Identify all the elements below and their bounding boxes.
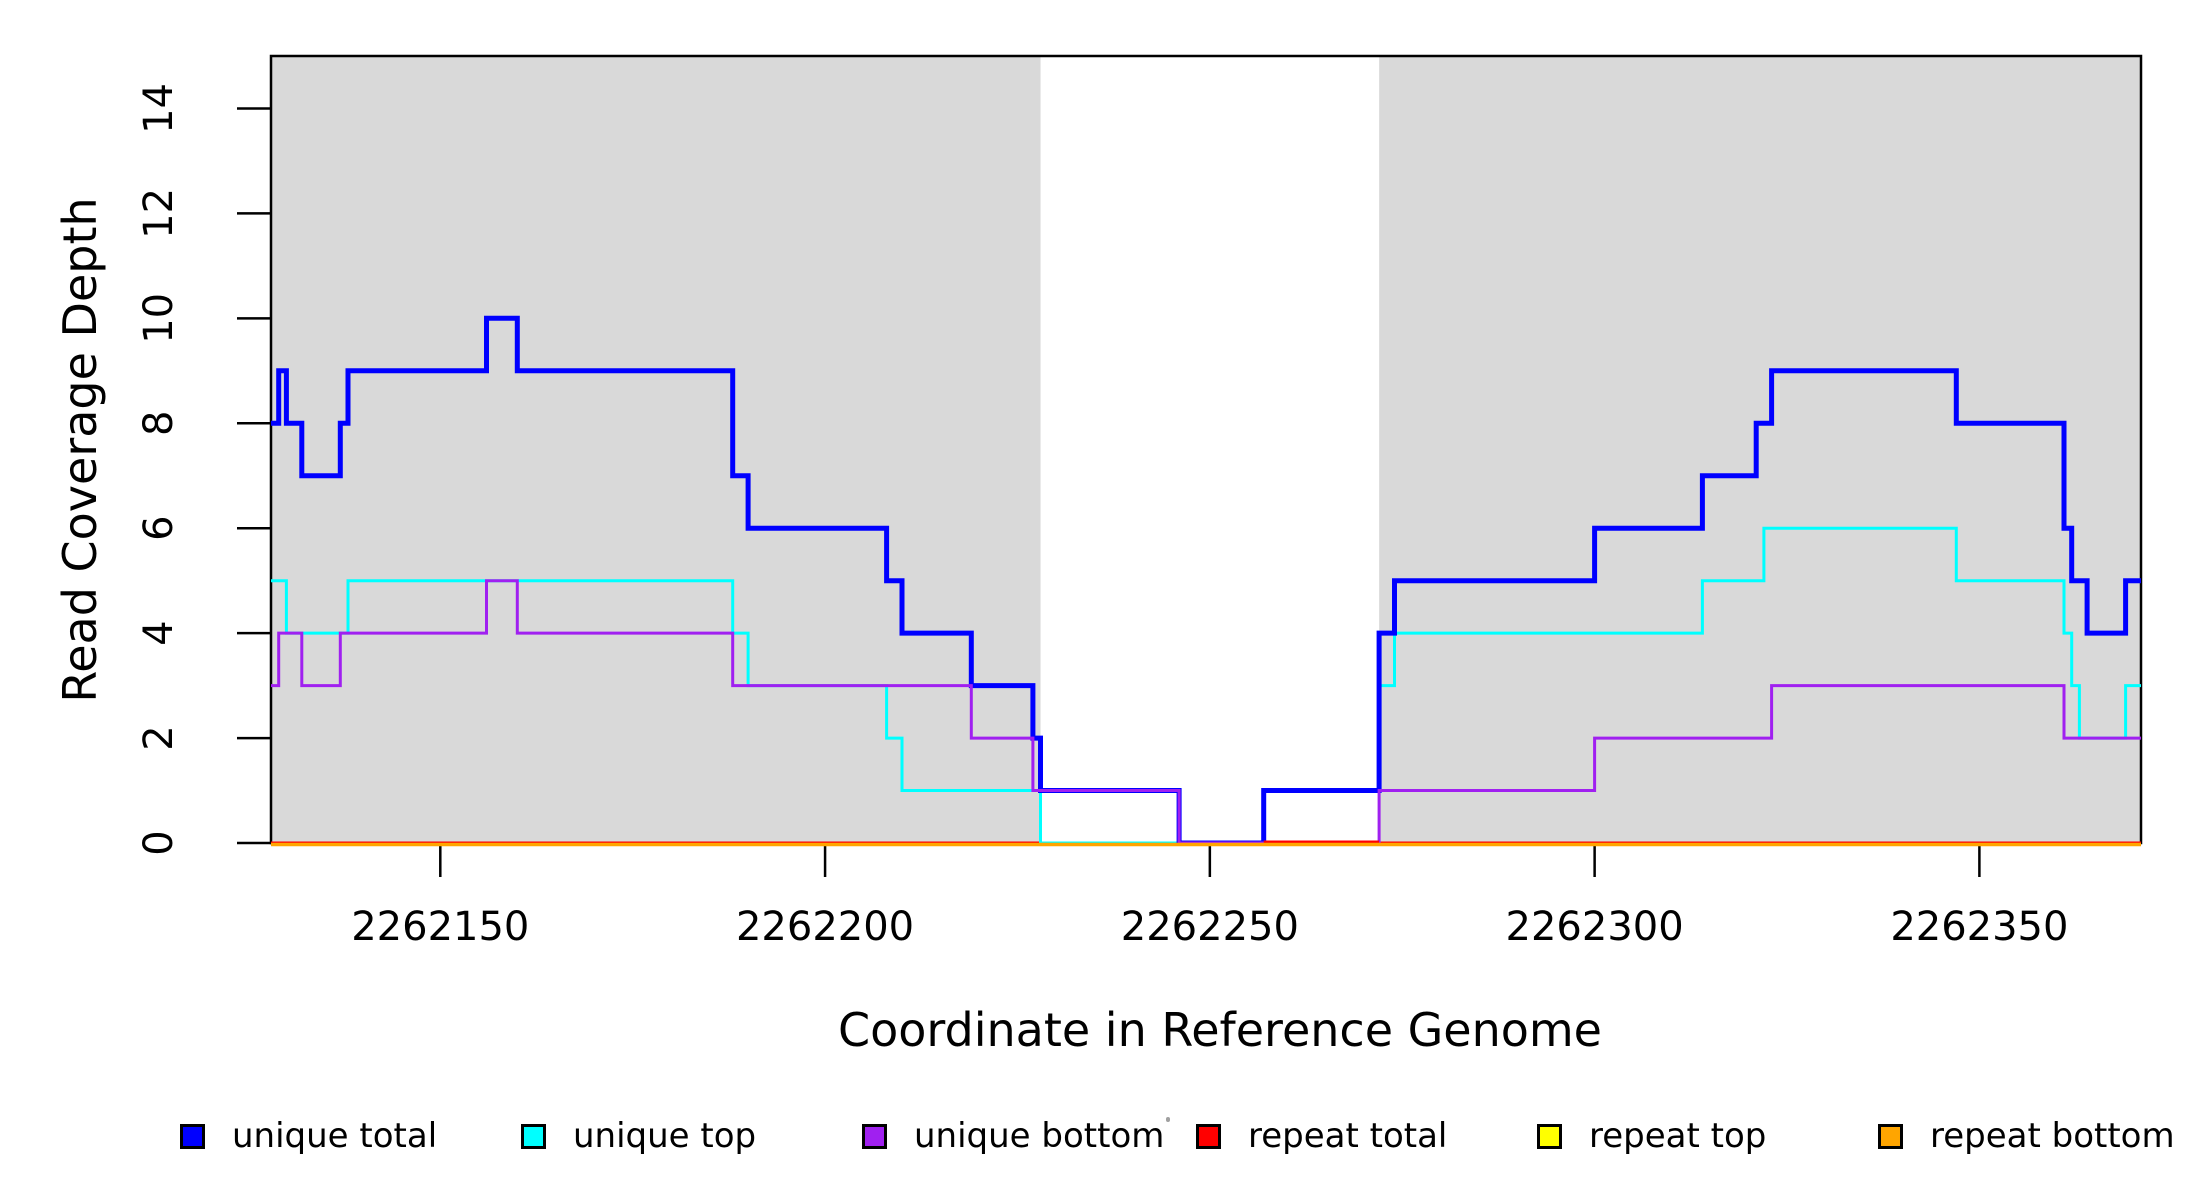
shaded-region [271, 56, 1041, 843]
x-tick-label: 2262250 [1121, 904, 1299, 950]
y-tick-label: 4 [136, 620, 182, 645]
legend-swatch-unique-bottom [862, 1123, 887, 1149]
legend-item-repeat-total: repeat total [1196, 1112, 1447, 1160]
legend-swatch-unique-top [521, 1123, 546, 1149]
legend-label: unique top [573, 1116, 757, 1156]
legend-label: repeat total [1248, 1116, 1448, 1156]
series-unique-bottom-line [271, 579, 2141, 845]
legend-label: repeat top [1589, 1116, 1767, 1156]
legend-item-unique-total: unique total [180, 1112, 437, 1160]
legend-swatch-repeat-total [1196, 1123, 1221, 1149]
y-tick-label: 12 [136, 188, 182, 239]
y-tick-label: 2 [136, 725, 182, 750]
legend-item-repeat-bottom: repeat bottom [1878, 1112, 2175, 1160]
legend-label: unique bottom [914, 1116, 1165, 1156]
y-tick-label: 14 [136, 83, 182, 134]
x-tick-label: 2262300 [1506, 904, 1684, 950]
artifact-dot [1166, 1117, 1170, 1122]
shaded-region [1379, 56, 2141, 843]
legend-swatch-unique-total [180, 1123, 205, 1149]
y-axis-title: Read Coverage Depth [53, 197, 107, 703]
legend-item-repeat-top: repeat top [1537, 1112, 1766, 1160]
legend-item-unique-top: unique top [521, 1112, 756, 1160]
x-tick-label: 2262350 [1890, 904, 2068, 950]
legend-item-unique-bottom: unique bottom [862, 1112, 1164, 1160]
legend-swatch-repeat-top [1537, 1123, 1562, 1149]
legend-label: unique total [232, 1116, 438, 1156]
y-tick-label: 10 [136, 293, 182, 344]
x-tick-label: 2262200 [736, 904, 914, 950]
legend-swatch-repeat-bottom [1878, 1123, 1903, 1149]
x-axis-title: Coordinate in Reference Genome [838, 1003, 1602, 1057]
series-unique-total-line [271, 315, 2141, 846]
y-tick-label: 0 [136, 830, 182, 855]
x-tick-label: 2262150 [351, 904, 529, 950]
legend-label: repeat bottom [1930, 1116, 2175, 1156]
y-tick-label: 8 [136, 411, 182, 436]
y-tick-label: 6 [136, 515, 182, 540]
